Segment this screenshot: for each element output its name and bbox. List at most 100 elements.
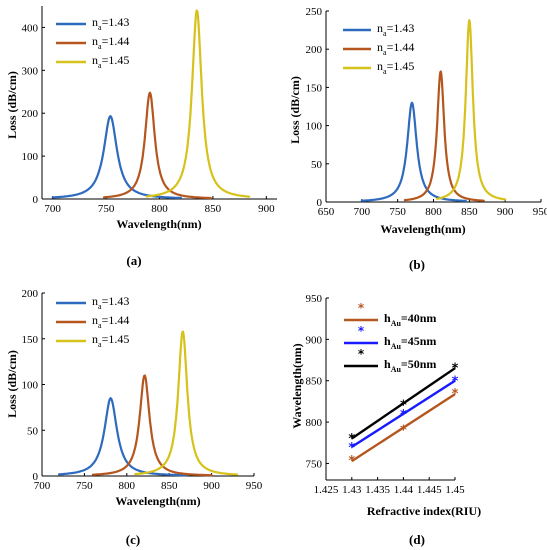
plot-area-b: 650 700 750 800 850 900 950 0 50 100 150 200 250 na=1… [306, 6, 547, 218]
y-tick-label: 200 [306, 44, 323, 56]
y-tick-label: 850 [306, 376, 323, 388]
legend-label: na=1.44 [92, 34, 129, 51]
data-point-2: * [348, 441, 355, 456]
y-tick-label: 900 [306, 334, 323, 346]
x-tick-label: 750 [76, 480, 93, 492]
legend-entry-2: na=1.44 [343, 40, 414, 57]
x-tick-label: 900 [497, 206, 514, 218]
panel-label-d: (d) [409, 532, 425, 547]
y-tick-label: 200 [22, 288, 39, 300]
y-tick-label: 50 [311, 159, 323, 171]
x-tick-label: 1.425 [314, 484, 339, 496]
legend-entry-1: na=1.43 [343, 21, 414, 38]
x-tick-label: 1.45 [445, 484, 465, 496]
series-line-a-3 [145, 9, 251, 198]
x-tick-label: 950 [533, 206, 547, 218]
legend-marker: * [358, 347, 365, 361]
y-tick-label: 250 [306, 6, 323, 18]
series-line-b-3 [436, 19, 507, 201]
series-line-c-1 [57, 397, 188, 477]
legend-marker: * [358, 324, 365, 338]
legend-marker: * [358, 301, 365, 315]
series-line-a-2 [102, 91, 212, 200]
x-tick-label: 800 [151, 203, 168, 215]
x-tick-label: 700 [44, 203, 61, 215]
legend-entry-2: * hAu=45nm [344, 324, 436, 351]
x-tick-label: 1.445 [417, 484, 442, 496]
data-point-1: * [348, 454, 355, 469]
panel-c: 700 750 800 850 900 950 0 50 100 150 200 na=1.43 na=… [5, 288, 263, 547]
x-tick-label: 800 [119, 480, 136, 492]
y-tick-label: 100 [306, 121, 323, 133]
legend-label: na=1.45 [377, 59, 414, 76]
plot-area-c: 700 750 800 850 900 950 0 50 100 150 200 na=1.43 na=… [22, 288, 263, 492]
x-tick-label: 1.43 [342, 484, 362, 496]
series-line-b-2 [403, 70, 485, 202]
fit-line-2 [351, 379, 456, 448]
x-tick-label: 850 [461, 206, 478, 218]
x-axis-title-c: Wavelength(nm) [115, 494, 200, 508]
x-axis-title-d: Refractive index(RIU) [367, 504, 481, 518]
panel-label-b: (b) [409, 257, 425, 272]
y-tick-label: 300 [22, 65, 39, 77]
y-tick-label: 100 [22, 380, 39, 392]
y-tick-label: 950 [306, 293, 323, 305]
y-tick-label: 0 [317, 197, 323, 209]
panel-label-a: (a) [126, 253, 141, 268]
panel-label-c: (c) [126, 532, 140, 547]
legend-label: na=1.43 [377, 21, 414, 38]
y-axis-title-a: Loss (dB/cm) [5, 71, 19, 139]
legend-entry-3: na=1.45 [343, 59, 414, 76]
fit-line-1 [351, 393, 456, 463]
data-point-2: * [400, 408, 407, 423]
x-tick-label: 750 [98, 203, 115, 215]
series-line-a-1 [51, 115, 182, 199]
y-axis-title-c: Loss (dB/cm) [5, 350, 19, 418]
y-tick-label: 400 [22, 22, 39, 34]
y-tick-label: 0 [33, 194, 39, 206]
data-point-2: * [452, 375, 459, 390]
legend-label: hAu=45nm [384, 334, 436, 351]
x-tick-label: 700 [354, 206, 371, 218]
plot-area-a: 700 750 800 850 900 0 100 200 300 400 na=1.43 na=1.… [22, 6, 277, 215]
legend-label: hAu=50nm [384, 357, 436, 374]
legend-entry-3: * hAu=50nm [344, 347, 436, 374]
x-tick-label: 750 [389, 206, 406, 218]
y-tick-label: 200 [22, 108, 39, 120]
panel-b: 650 700 750 800 850 900 950 0 50 100 150 200 250 na=1… [288, 6, 547, 272]
x-tick-label: 900 [203, 480, 220, 492]
x-tick-label: 1.435 [365, 484, 390, 496]
panel-d: 1.425 1.43 1.435 1.44 1.445 1.45 750 800 850 900 9… [290, 293, 481, 547]
plot-area-d: 1.425 1.43 1.435 1.44 1.445 1.45 750 800 850 900 9… [306, 293, 466, 496]
legend-entry-2: na=1.44 [56, 313, 129, 330]
data-point-1: * [452, 387, 459, 402]
fit-line-3 [351, 367, 456, 440]
y-tick-label: 50 [27, 425, 39, 437]
y-tick-label: 100 [22, 151, 39, 163]
y-tick-label: 750 [306, 458, 323, 470]
y-tick-label: 150 [306, 82, 323, 94]
x-tick-label: 900 [258, 203, 275, 215]
y-tick-label: 800 [306, 417, 323, 429]
x-tick-label: 800 [425, 206, 442, 218]
data-point-3: * [400, 399, 407, 414]
legend-label: na=1.44 [377, 40, 414, 57]
panel-a: 700 750 800 850 900 0 100 200 300 400 na=1.43 na=1.… [5, 6, 277, 268]
data-point-1: * [400, 424, 407, 439]
legend-label: hAu=40nm [384, 311, 436, 328]
legend-entry-2: na=1.44 [56, 34, 129, 51]
x-tick-label: 850 [205, 203, 222, 215]
legend-label: na=1.43 [92, 15, 129, 32]
x-tick-label: 950 [246, 480, 263, 492]
legend-label: na=1.45 [92, 332, 129, 349]
y-tick-label: 150 [22, 334, 39, 346]
legend-entry-1: * hAu=40nm [344, 301, 436, 328]
legend-label: na=1.44 [92, 313, 129, 330]
y-tick-label: 0 [33, 471, 39, 483]
data-point-3: * [348, 432, 355, 447]
data-point-3: * [452, 361, 459, 376]
x-axis-title-a: Wavelength(nm) [116, 217, 201, 231]
y-axis-title-b: Loss (dB/cm) [288, 76, 302, 144]
legend-label: na=1.43 [92, 294, 129, 311]
